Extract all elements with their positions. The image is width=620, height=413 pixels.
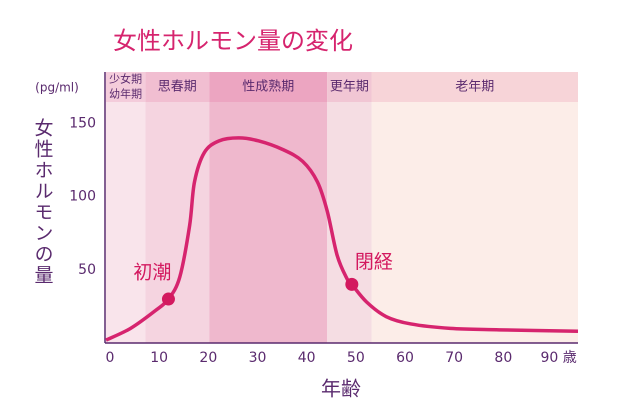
- band-label: 思春期: [158, 80, 197, 95]
- x-tick-label: 50: [347, 350, 365, 366]
- x-tick-label: 70: [445, 350, 463, 366]
- x-tick-label: 40: [298, 350, 316, 366]
- band-label: 老年期: [455, 80, 494, 95]
- band-header: [145, 72, 210, 102]
- event-marker: [345, 277, 359, 291]
- x-tick-label: 0: [106, 350, 115, 366]
- band-header: [209, 72, 328, 102]
- chart-title: 女性ホルモン量の変化: [113, 27, 353, 55]
- x-tick-label: 90 歳: [541, 350, 577, 366]
- band: [145, 72, 210, 343]
- x-tick-label: 30: [249, 350, 267, 366]
- band-header: [327, 72, 372, 102]
- y-unit: (pg/ml): [35, 81, 79, 95]
- band: [371, 72, 578, 343]
- band: [106, 72, 146, 343]
- x-tick-label: 10: [150, 350, 168, 366]
- band-label: 幼年期: [109, 87, 142, 101]
- y-tick-label: 50: [78, 262, 96, 278]
- band-header: [371, 72, 578, 102]
- x-tick-label: 60: [396, 350, 414, 366]
- band-label: 少女期: [109, 72, 142, 86]
- hormone-line: [105, 136, 579, 342]
- event-label: 初潮: [133, 262, 171, 284]
- event-marker: [161, 292, 175, 306]
- x-axis-label: 年齢: [321, 377, 361, 401]
- x-tick-label: 80: [494, 350, 512, 366]
- band: [209, 72, 328, 343]
- event-label: 閉経: [355, 251, 393, 273]
- y-tick-label: 150: [69, 115, 96, 131]
- x-tick-label: 20: [199, 350, 217, 366]
- band-label: 更年期: [330, 80, 369, 95]
- y-axis-label: 女性ホルモンの量: [32, 118, 54, 286]
- band-header: [106, 72, 146, 102]
- band-label: 性成熟期: [242, 79, 294, 95]
- y-tick-label: 100: [69, 189, 96, 205]
